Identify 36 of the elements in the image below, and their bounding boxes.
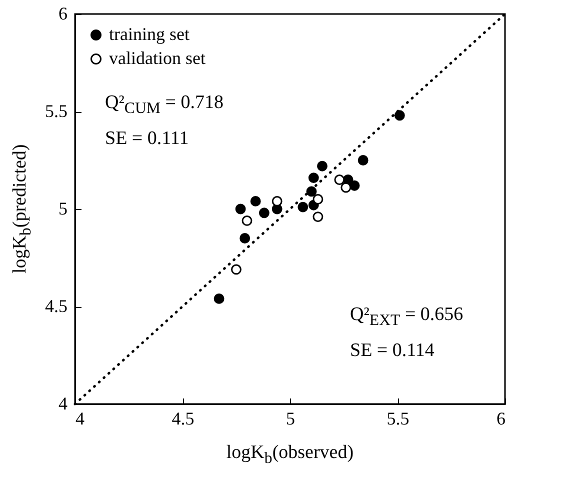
point: [298, 202, 308, 212]
point: [258, 208, 270, 218]
point: [312, 194, 324, 204]
point: [214, 293, 224, 304]
y-tick-label: 4.5: [45, 296, 68, 316]
annotation: SE = 0.114: [350, 340, 434, 362]
x-tick-label: 5.5: [386, 408, 410, 428]
legend-label: validation set: [109, 48, 206, 68]
point: [242, 215, 252, 226]
point: [272, 196, 282, 206]
point: [317, 160, 328, 172]
point: [312, 212, 324, 222]
point: [306, 186, 317, 197]
y-tick-label: 4: [58, 394, 68, 414]
x-tick-label: 4: [76, 408, 84, 428]
point: [240, 233, 250, 244]
annotation: Q²$_{CUM}$ = 0.718: [105, 92, 224, 118]
y-tick-label: 5.5: [45, 101, 68, 121]
x-tick-label: 5: [286, 408, 295, 428]
point: [250, 196, 261, 206]
x-axis-title: logK$_{b}$(observed): [225, 442, 355, 468]
point: [340, 182, 352, 193]
legend-label: training set: [109, 24, 190, 44]
point: [394, 110, 405, 121]
point: [358, 155, 368, 166]
x-tick-label: 4.5: [172, 408, 194, 428]
y-tick-label: 5: [58, 198, 68, 218]
point: [235, 204, 246, 214]
point: [231, 264, 242, 275]
annotation: SE = 0.111: [105, 128, 189, 150]
annotation: Q²$_{EXT}$ = 0.656: [350, 304, 464, 330]
point: [334, 174, 345, 185]
point: [308, 172, 319, 184]
point: [349, 180, 360, 191]
x-tick-label: 6: [496, 408, 506, 428]
y-tick-label: 6: [58, 4, 68, 24]
